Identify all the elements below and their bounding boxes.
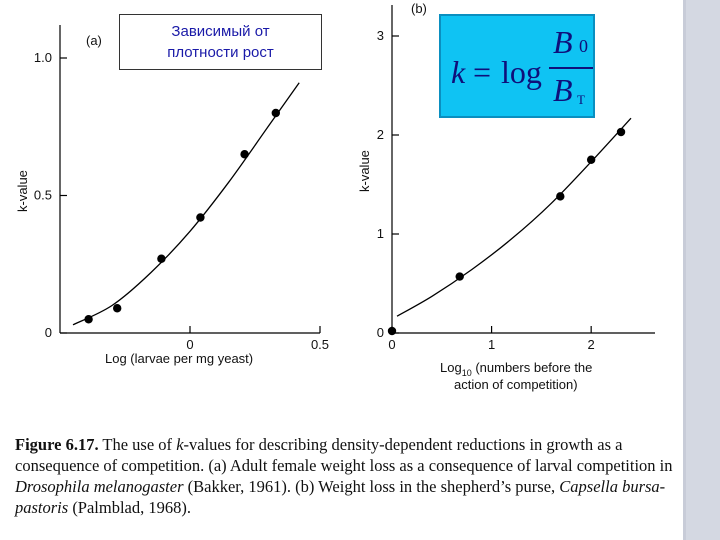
formula-box: k = log B 0 B T xyxy=(439,14,595,118)
panel-a-data-point-2 xyxy=(113,304,122,313)
chart-panel-b: (b) Log10 (numbers before the action of … xyxy=(357,1,655,392)
panel-b-data-point-5 xyxy=(616,127,626,137)
panel-b-x-tick-label: 0 xyxy=(388,337,395,352)
caption-figure-label: Figure 6.17. xyxy=(15,435,99,454)
panel-a-data-point-6 xyxy=(271,108,280,118)
formula-log: log xyxy=(501,54,542,90)
slide-title-box: Зависимый от плотности рост xyxy=(119,14,322,70)
slide-title-line1: Зависимый от xyxy=(171,23,270,40)
right-edge-strip-inner xyxy=(686,0,720,540)
panel-a-fit-curve xyxy=(72,82,300,326)
formula-denominator: B xyxy=(553,72,573,108)
formula-denominator-sub: T xyxy=(577,92,585,107)
panel-a-data-point-4 xyxy=(196,213,205,222)
panel-a-x-tick-label: 0.5 xyxy=(311,337,329,352)
formula-fraction-bar xyxy=(549,67,593,69)
panel-a-y-tick-label: 0.5 xyxy=(34,188,52,203)
panel-b-label: (b) xyxy=(411,1,427,16)
panel-a-x-axis-title: Log (larvae per mg yeast) xyxy=(105,351,253,366)
panel-a-y-axis-title: k-value xyxy=(15,170,30,212)
panel-b-data-point-4 xyxy=(586,155,596,164)
formula-k: k xyxy=(451,54,466,90)
caption-text-3: (Bakker, 1961). (b) Weight loss in the s… xyxy=(183,477,560,496)
panel-b-x-axis-title-sub: 10 xyxy=(462,368,472,378)
chart-panel-a: (a) Log (larvae per mg yeast) k-value 0 0… xyxy=(15,25,329,366)
caption-text-2: -values for describing density-dependent… xyxy=(15,435,673,475)
caption-species-2: Capsella bursa-pastoris xyxy=(15,477,666,517)
panel-a-data-point-3 xyxy=(157,254,166,263)
caption-text-1: The use of xyxy=(102,435,177,454)
panel-b-x-axis-title-log: Log xyxy=(440,360,462,375)
panel-b-x-tick-label: 2 xyxy=(588,337,595,352)
panel-a-y-tick-label: 0 xyxy=(45,325,52,340)
panel-a-x-tick-label: 0 xyxy=(186,337,193,352)
panel-b-data-point-3 xyxy=(556,192,565,201)
formula-equals: = xyxy=(473,54,492,90)
panel-b-y-tick-label: 0 xyxy=(377,325,384,340)
panel-a-data-point-1 xyxy=(84,315,93,324)
panel-b-x-axis-title-line1: Log10 (numbers before the xyxy=(440,360,592,378)
panel-b-data-point-2 xyxy=(455,272,464,281)
panel-b-y-axis-title: k-value xyxy=(357,150,372,192)
panel-a-label: (a) xyxy=(86,33,102,48)
panel-a-data-point-5 xyxy=(240,150,249,159)
panel-b-data-point-1 xyxy=(387,326,397,336)
panel-b-y-tick-label: 2 xyxy=(377,127,384,142)
panel-a-y-tick-label: 1.0 xyxy=(34,50,52,65)
panel-b-x-axis-title-line2: action of competition) xyxy=(454,377,578,392)
panel-b-x-tick-label: 1 xyxy=(488,337,495,352)
panel-b-x-axis-title-rest: (numbers before the xyxy=(472,360,593,375)
figure-caption: Figure 6.17. The use of k-values for des… xyxy=(15,434,683,518)
panel-b-y-tick-label: 1 xyxy=(377,226,384,241)
caption-text-4: (Palmblad, 1968). xyxy=(68,498,192,517)
panel-b-y-tick-label: 3 xyxy=(377,28,384,43)
formula-numerator: B xyxy=(553,24,573,60)
formula-numerator-sub: 0 xyxy=(579,36,588,56)
slide-title-line2: плотности рост xyxy=(167,44,274,61)
caption-species-1: Drosophila melanogaster xyxy=(15,477,184,496)
caption-k-italic: k xyxy=(176,435,184,454)
panel-b-fit-curve xyxy=(396,117,632,317)
